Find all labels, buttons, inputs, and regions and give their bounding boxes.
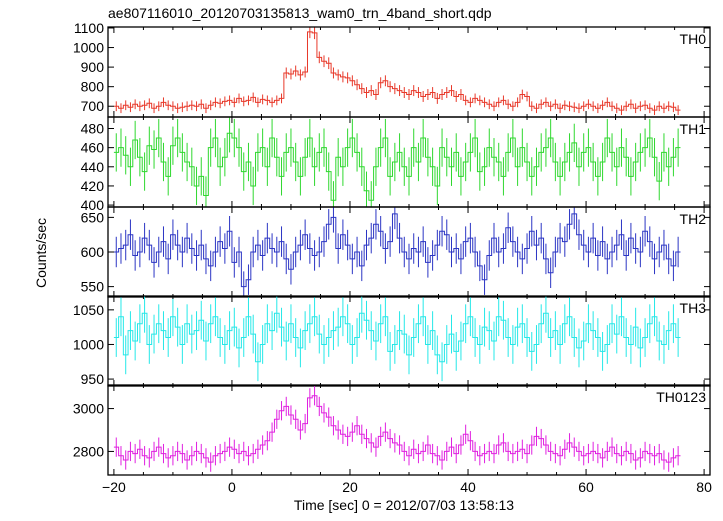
- y-tick-label: 950: [81, 371, 105, 387]
- y-tick-label: 420: [81, 178, 105, 194]
- series-th1: [113, 117, 681, 207]
- series-th3: [113, 296, 681, 382]
- y-tick-label: 550: [81, 279, 105, 295]
- y-tick-label: 600: [81, 244, 105, 260]
- series-th2: [113, 207, 681, 297]
- y-tick-label: 700: [81, 98, 105, 114]
- panel-label: TH0: [680, 31, 707, 47]
- y-tick-label: 1100: [74, 20, 104, 36]
- y-tick-label: 900: [81, 59, 105, 75]
- x-tick-label: 40: [460, 479, 476, 495]
- y-tick-label: 440: [81, 159, 105, 175]
- y-tick-label: 1000: [73, 40, 104, 56]
- y-tick-label: 460: [81, 140, 105, 156]
- panel-label: TH2: [680, 211, 707, 227]
- panel-th0123: 2800 3000 TH0123: [73, 384, 711, 476]
- x-tick-label: 80: [696, 479, 712, 495]
- step-line-th1: [113, 132, 681, 201]
- panels-group: 700 800 900 1000 1100 TH0 400 420 440 460 480 TH1 55…: [73, 20, 711, 476]
- panel-label: TH1: [680, 121, 707, 137]
- y-tick-label: 1000: [73, 336, 104, 352]
- chart-title: ae807116010_20120703135813_wam0_trn_4ban…: [108, 5, 492, 21]
- panel-th0: 700 800 900 1000 1100 TH0: [73, 20, 711, 118]
- panel-th3: 950 1000 1050 TH3: [73, 295, 711, 387]
- y-tick-label: 650: [81, 209, 105, 225]
- panel-label: TH0123: [656, 389, 706, 405]
- y-tick-label: 400: [81, 197, 105, 213]
- y-axis-label: Counts/sec: [33, 218, 49, 288]
- panel-th1: 400 420 440 460 480 TH1: [81, 116, 711, 213]
- y-tick-label: 480: [81, 120, 105, 136]
- y-tick-label: 800: [81, 79, 105, 95]
- step-line-th0: [113, 31, 681, 111]
- step-line-th3: [113, 312, 681, 363]
- x-axis-label: Time [sec] 0 = 2012/07/03 13:58:13: [294, 497, 514, 513]
- x-tick-labels: −20 0 20 40 60 80: [102, 479, 712, 495]
- x-tick-label: 0: [228, 479, 236, 495]
- x-tick-label: 20: [342, 479, 358, 495]
- step-line-th0123: [113, 395, 681, 463]
- series-th0123: [113, 386, 681, 472]
- y-tick-label: 2800: [73, 443, 104, 459]
- step-line-th2: [113, 213, 681, 288]
- series-th0: [113, 27, 681, 116]
- panel-label: TH3: [680, 300, 707, 316]
- panel-th2: 550 600 650 TH2: [81, 206, 711, 298]
- x-tick-label: −20: [102, 479, 126, 495]
- panel-frame: [107, 26, 711, 118]
- y-tick-label: 1050: [73, 302, 104, 318]
- y-tick-label: 3000: [73, 401, 104, 417]
- x-tick-label: 60: [578, 479, 594, 495]
